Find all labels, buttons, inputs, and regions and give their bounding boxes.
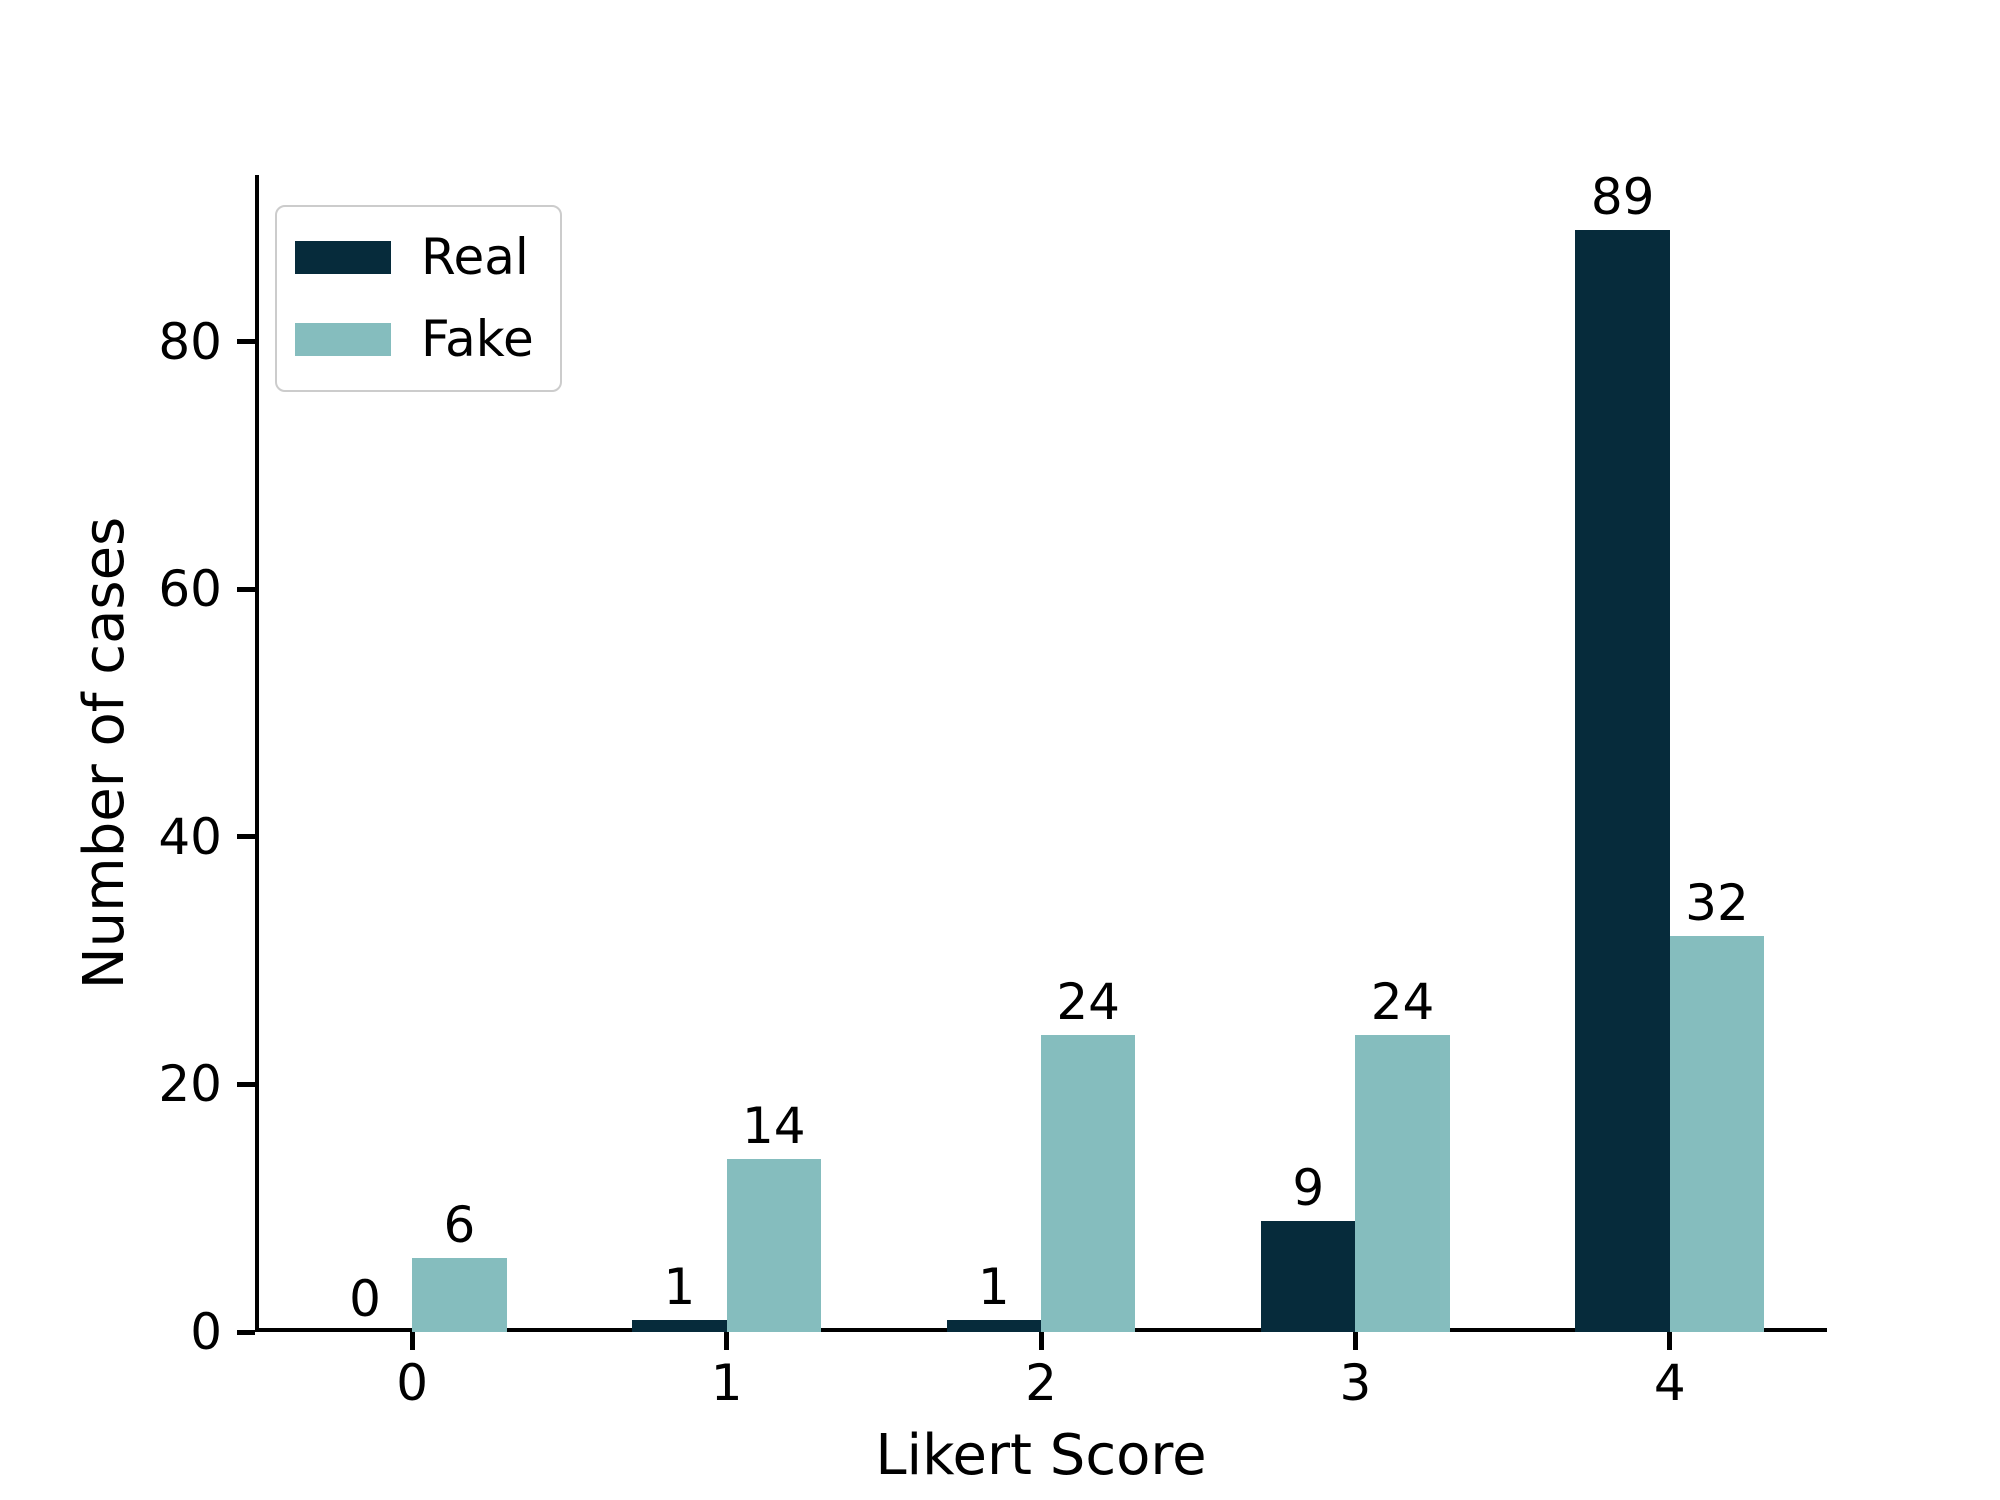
- legend-label-real: Real: [421, 228, 529, 286]
- y-tick-40: [237, 834, 255, 840]
- value-label-fake-4: 32: [1685, 873, 1749, 932]
- legend: Real Fake: [275, 205, 562, 392]
- y-tick-20: [237, 1081, 255, 1087]
- value-label-real-1: 1: [663, 1257, 696, 1316]
- bar-real-4: [1575, 230, 1670, 1332]
- bar-fake-4: [1669, 935, 1765, 1332]
- x-tick-label-4: 4: [1653, 1354, 1686, 1412]
- y-tick-0: [237, 1329, 255, 1335]
- x-tick-3: [1352, 1332, 1358, 1350]
- value-label-fake-3: 24: [1370, 972, 1435, 1031]
- y-tick-label-40: 40: [158, 807, 222, 866]
- value-label-fake-2: 24: [1056, 972, 1120, 1031]
- legend-swatch-fake: [295, 322, 391, 356]
- bar-real-3: [1261, 1220, 1356, 1332]
- bar-real-1: [632, 1319, 727, 1332]
- bar-fake-3: [1355, 1034, 1450, 1332]
- x-tick-2: [1038, 1332, 1044, 1350]
- bar-fake-2: [1041, 1034, 1136, 1332]
- legend-swatch-real: [295, 241, 391, 275]
- x-tick-label-1: 1: [710, 1354, 743, 1412]
- bar-fake-1: [726, 1158, 821, 1332]
- value-label-real-0: 0: [349, 1270, 381, 1328]
- x-tick-label-2: 2: [1025, 1354, 1057, 1412]
- x-tick-4: [1667, 1332, 1673, 1350]
- legend-item-real: Real: [295, 224, 534, 292]
- legend-item-fake: Fake: [295, 306, 534, 374]
- value-label-real-2: 1: [977, 1257, 1010, 1316]
- y-tick-label-80: 80: [158, 312, 222, 371]
- y-tick-label-20: 20: [158, 1055, 222, 1114]
- y-tick-label-60: 60: [158, 560, 222, 619]
- value-label-fake-0: 6: [443, 1195, 476, 1254]
- x-tick-label-3: 3: [1339, 1354, 1372, 1412]
- x-tick-1: [724, 1332, 730, 1350]
- value-label-real-4: 89: [1590, 168, 1655, 227]
- y-tick-60: [237, 586, 255, 592]
- value-label-fake-1: 14: [741, 1096, 806, 1155]
- bar-fake-0: [412, 1257, 507, 1332]
- y-tick-label-0: 0: [190, 1303, 222, 1361]
- x-axis-label: Likert Score: [875, 1423, 1207, 1488]
- x-tick-label-0: 0: [396, 1354, 429, 1412]
- value-label-real-3: 9: [1292, 1158, 1325, 1217]
- legend-label-fake: Fake: [421, 309, 534, 368]
- y-tick-80: [237, 339, 255, 345]
- x-tick-0: [409, 1332, 415, 1350]
- bar-real-2: [946, 1319, 1041, 1332]
